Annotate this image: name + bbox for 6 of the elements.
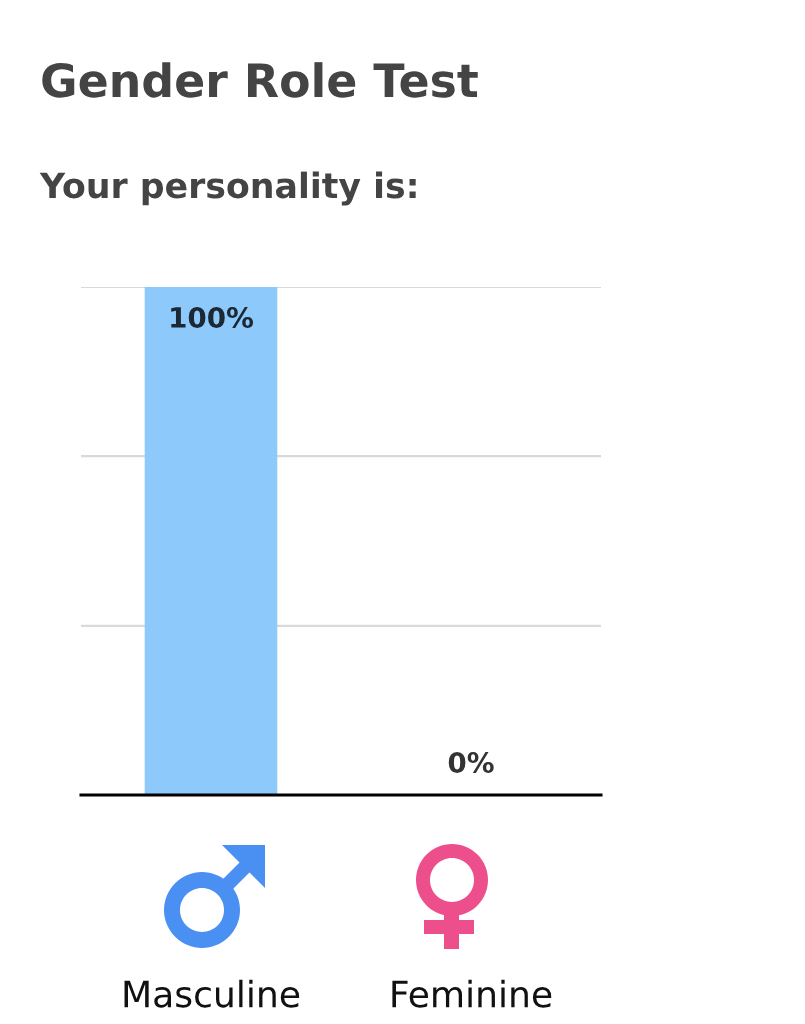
data-label: 0% (448, 751, 494, 773)
data-label: 100% (171, 306, 254, 328)
x-tick-label: Feminine (392, 979, 552, 1008)
chart-title: Gender Role Test (42, 62, 478, 98)
x-tick-label: Masculine (124, 979, 300, 1008)
chart-subtitle: Your personality is: (39, 171, 416, 206)
